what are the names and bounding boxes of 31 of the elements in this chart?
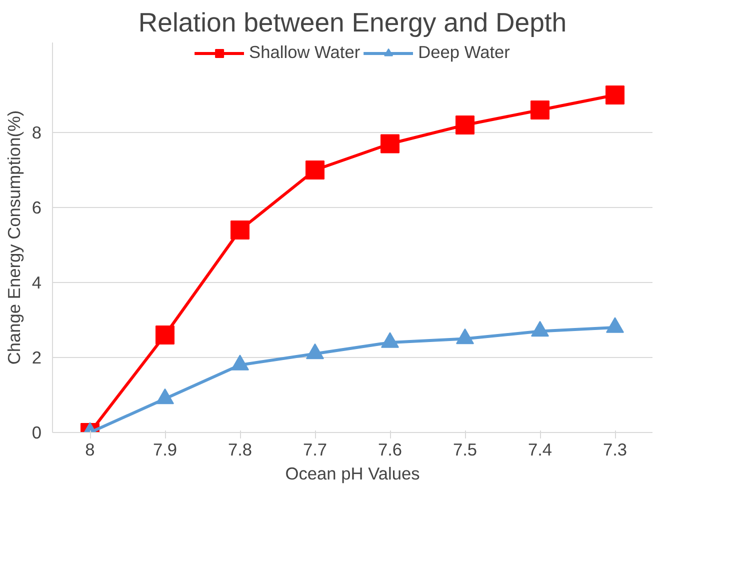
point — [531, 320, 549, 337]
point — [381, 332, 399, 348]
point — [306, 160, 324, 180]
legend-label: Shallow Water — [249, 42, 360, 63]
point — [456, 116, 474, 134]
point — [606, 317, 624, 333]
point — [231, 354, 249, 370]
chart-title: Relation between Energy and Depth — [138, 8, 567, 38]
y-tick-label: 2 — [32, 348, 42, 368]
point — [306, 343, 324, 360]
x-tick-label: 7.4 — [528, 440, 552, 460]
x-tick-label: 7.5 — [452, 440, 478, 460]
x-tick-label: 8 — [85, 440, 95, 460]
y-tick-label: 8 — [32, 122, 42, 142]
point — [530, 100, 550, 120]
point — [156, 388, 174, 404]
legend-label: Deep Water — [418, 42, 510, 63]
point — [456, 328, 474, 344]
x-tick-label: 7.7 — [302, 440, 328, 460]
x-tick-label: 7.8 — [228, 440, 252, 460]
y-axis-title: Change Energy Consumption(%) — [4, 110, 24, 365]
x-tick-label: 7.3 — [602, 440, 628, 460]
point — [230, 220, 250, 240]
x-tick-label: 7.9 — [152, 440, 178, 460]
x-axis-title: Ocean pH Values — [285, 464, 420, 484]
y-tick-label: 0 — [32, 422, 42, 442]
y-tick-label: 4 — [32, 272, 42, 292]
point — [380, 134, 400, 154]
x-tick-label: 7.6 — [378, 440, 402, 460]
point — [606, 86, 624, 104]
y-tick-label: 6 — [32, 198, 42, 218]
